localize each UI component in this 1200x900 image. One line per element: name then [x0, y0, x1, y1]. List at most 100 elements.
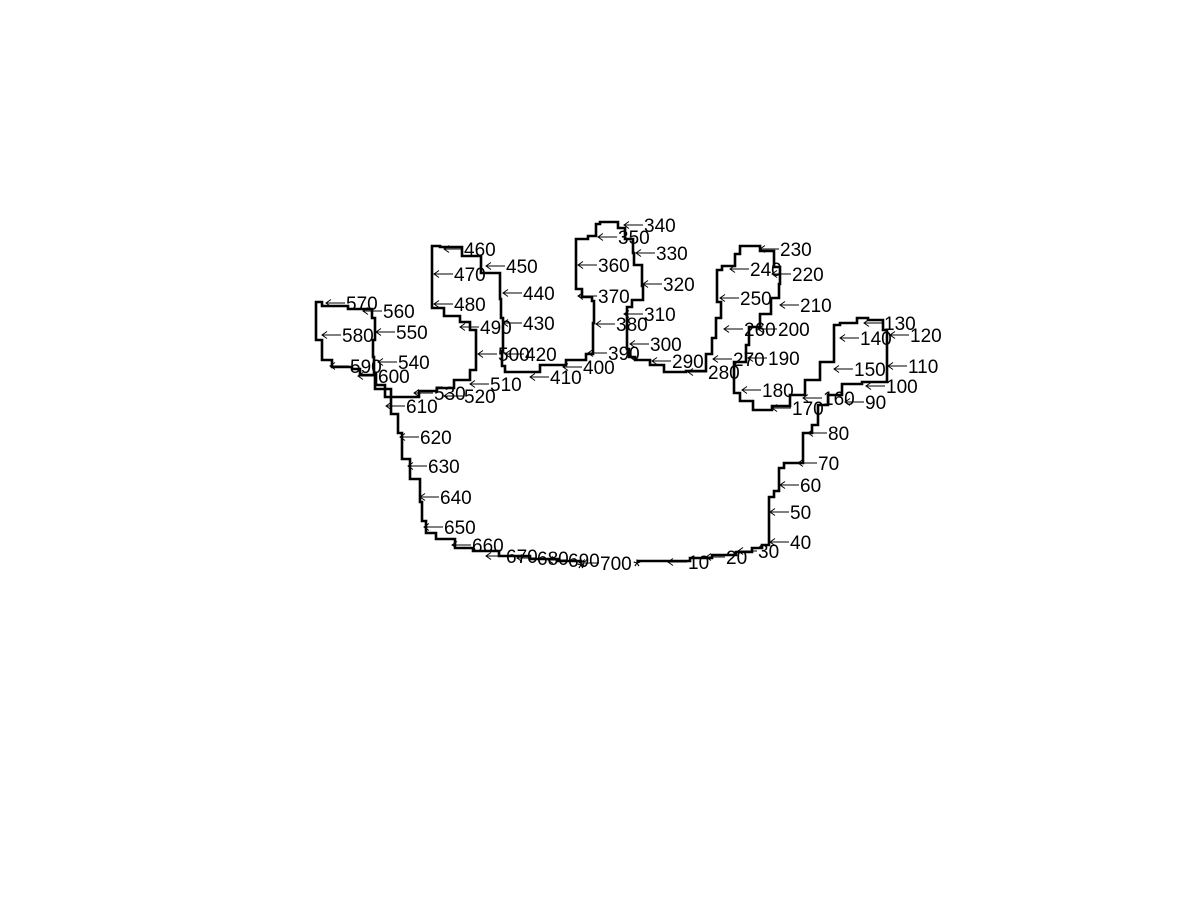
- label-arrowhead-430: [502, 319, 509, 327]
- point-label-520: 520: [464, 387, 496, 408]
- point-label-240: 240: [750, 260, 782, 281]
- label-arrowhead-110: [887, 362, 894, 370]
- point-label-90: 90: [865, 393, 886, 414]
- label-arrowhead-610: [385, 402, 392, 410]
- point-label-160: 160: [823, 389, 855, 410]
- label-arrowhead-210: [779, 301, 786, 309]
- point-label-200: 200: [778, 320, 810, 341]
- point-label-640: 640: [440, 488, 472, 509]
- point-label-470: 470: [454, 265, 486, 286]
- label-arrowhead-90: [844, 398, 851, 406]
- point-label-500: 500: [498, 345, 530, 366]
- label-arrowhead-560: [362, 307, 369, 315]
- label-arrowhead-190: [747, 354, 754, 362]
- point-label-10: 10: [688, 553, 709, 574]
- label-arrowhead-640: [419, 493, 426, 501]
- label-arrowhead-660: [451, 541, 458, 549]
- point-label-270: 270: [733, 350, 765, 371]
- start-point-marker: *: [633, 557, 641, 578]
- label-arrowhead-370: [577, 292, 584, 300]
- point-label-580: 580: [342, 326, 374, 347]
- label-arrowhead-280: [687, 368, 694, 376]
- label-arrowhead-220: [771, 270, 778, 278]
- label-arrowhead-570: [325, 299, 332, 307]
- label-arrowhead-30: [737, 547, 744, 555]
- label-arrowhead-600: [357, 372, 364, 380]
- label-arrowhead-620: [399, 433, 406, 441]
- point-label-620: 620: [420, 428, 452, 449]
- point-label-430: 430: [523, 314, 555, 335]
- point-label-630: 630: [428, 457, 460, 478]
- point-label-150: 150: [854, 360, 886, 381]
- point-label-610: 610: [406, 397, 438, 418]
- label-arrowhead-630: [407, 462, 414, 470]
- point-label-330: 330: [656, 244, 688, 265]
- point-label-700: 700: [600, 554, 632, 575]
- point-label-550: 550: [396, 323, 428, 344]
- point-label-540: 540: [398, 353, 430, 374]
- point-label-420: 420: [525, 345, 557, 366]
- end-point-marker: *: [577, 559, 585, 580]
- label-arrowhead-390: [587, 349, 594, 357]
- point-label-460: 460: [464, 240, 496, 261]
- label-arrowhead-150: [833, 365, 840, 373]
- label-arrowhead-360: [577, 261, 584, 269]
- label-arrowhead-290: [651, 357, 658, 365]
- label-arrowhead-240: [729, 265, 736, 273]
- point-label-230: 230: [780, 240, 812, 261]
- label-arrowhead-120: [889, 331, 896, 339]
- label-arrowhead-450: [485, 262, 492, 270]
- point-label-280: 280: [708, 363, 740, 384]
- label-arrowhead-500: [477, 350, 484, 358]
- point-label-600: 600: [378, 367, 410, 388]
- label-arrowhead-440: [502, 289, 509, 297]
- point-label-310: 310: [644, 305, 676, 326]
- label-arrowhead-330: [635, 249, 642, 257]
- label-arrowhead-230: [759, 245, 766, 253]
- point-label-510: 510: [490, 375, 522, 396]
- label-arrowhead-420: [504, 350, 511, 358]
- label-arrowhead-550: [375, 328, 382, 336]
- label-arrowhead-200: [757, 325, 764, 333]
- point-label-140: 140: [860, 329, 892, 350]
- label-arrowhead-80: [807, 429, 814, 437]
- label-arrowhead-410: [529, 373, 536, 381]
- contour-point-labels: 10 20 30 4050607080901001101201301401501601…: [321, 216, 942, 575]
- label-arrowhead-380: [595, 320, 602, 328]
- point-label-130: 130: [884, 314, 916, 335]
- label-arrowhead-680: [516, 554, 523, 562]
- label-arrowhead-540: [377, 358, 384, 366]
- point-label-70: 70: [818, 454, 839, 475]
- label-arrowhead-580: [321, 331, 328, 339]
- label-arrowhead-670: [485, 552, 492, 560]
- point-label-80: 80: [828, 424, 849, 445]
- point-label-450: 450: [506, 257, 538, 278]
- label-arrowhead-590: [329, 362, 336, 370]
- label-arrowhead-260: [723, 325, 730, 333]
- point-label-650: 650: [444, 518, 476, 539]
- label-arrowhead-530: [413, 389, 420, 397]
- label-arrowhead-350: [597, 233, 604, 241]
- point-label-180: 180: [762, 381, 794, 402]
- label-arrowhead-140: [839, 334, 846, 342]
- point-label-190: 190: [768, 349, 800, 370]
- point-label-340: 340: [644, 216, 676, 237]
- label-arrowhead-160: [802, 394, 809, 402]
- label-arrowhead-300: [629, 340, 636, 348]
- point-label-530: 530: [434, 384, 466, 405]
- label-arrowhead-70: [797, 459, 804, 467]
- point-label-50: 50: [790, 503, 811, 524]
- label-arrowhead-310: [623, 310, 630, 318]
- point-label-290: 290: [672, 352, 704, 373]
- point-label-490: 490: [480, 318, 512, 339]
- point-label-480: 480: [454, 295, 486, 316]
- label-arrowhead-170: [771, 404, 778, 412]
- label-arrowhead-130: [863, 319, 870, 327]
- point-label-560: 560: [383, 302, 415, 323]
- label-arrowhead-700: [579, 559, 586, 567]
- point-label-380: 380: [616, 315, 648, 336]
- point-label-60: 60: [800, 476, 821, 497]
- label-arrowhead-400: [562, 363, 569, 371]
- label-arrowhead-180: [741, 386, 748, 394]
